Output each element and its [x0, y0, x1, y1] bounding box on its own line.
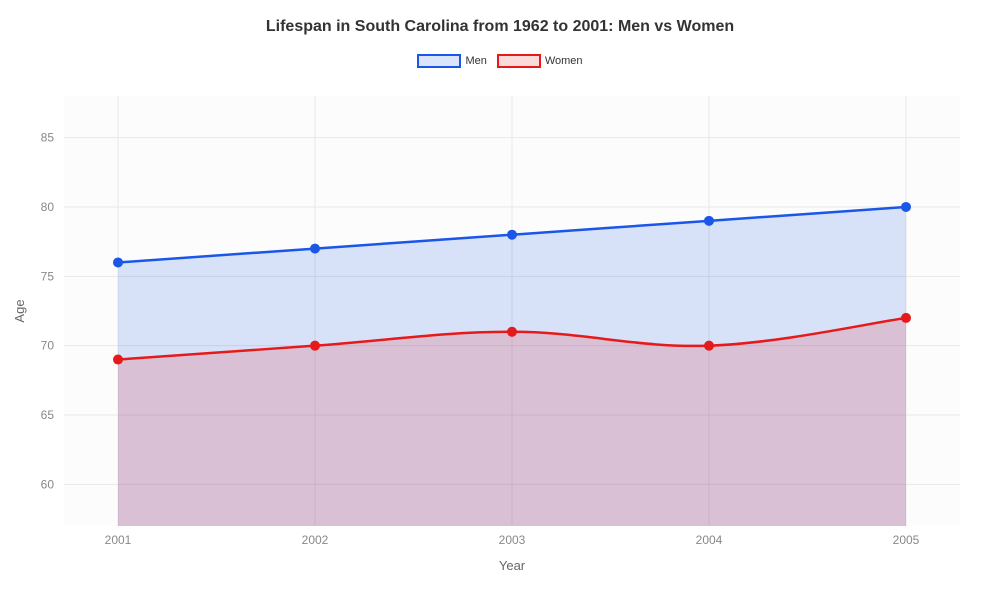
plot-svg: 60657075808520012002200320042005YearAge [64, 96, 960, 526]
y-tick-label: 70 [41, 339, 55, 353]
legend-item-men: Men [417, 54, 486, 68]
x-tick-label: 2001 [105, 533, 132, 547]
chart-container: Lifespan in South Carolina from 1962 to … [0, 0, 1000, 600]
series-point-1-1 [311, 342, 319, 350]
y-tick-label: 80 [41, 200, 55, 214]
legend-swatch-men [417, 54, 461, 68]
legend: Men Women [0, 54, 1000, 68]
plot-area: 60657075808520012002200320042005YearAge [64, 96, 960, 526]
x-tick-label: 2005 [893, 533, 920, 547]
y-tick-label: 65 [41, 408, 55, 422]
series-point-0-2 [508, 231, 516, 239]
y-tick-label: 60 [41, 477, 55, 491]
legend-swatch-women [497, 54, 541, 68]
x-tick-label: 2004 [696, 533, 723, 547]
y-tick-label: 85 [41, 131, 55, 145]
series-point-1-4 [902, 314, 910, 322]
x-axis-title: Year [499, 558, 526, 573]
y-axis-title: Age [12, 299, 27, 322]
series-point-1-2 [508, 328, 516, 336]
series-point-0-1 [311, 245, 319, 253]
series-point-1-0 [114, 356, 122, 364]
legend-item-women: Women [497, 54, 583, 68]
chart-title: Lifespan in South Carolina from 1962 to … [0, 0, 1000, 36]
legend-label-women: Women [545, 55, 583, 67]
series-point-1-3 [705, 342, 713, 350]
y-tick-label: 75 [41, 269, 55, 283]
legend-label-men: Men [465, 55, 486, 67]
series-point-0-0 [114, 258, 122, 266]
x-tick-label: 2003 [499, 533, 526, 547]
x-tick-label: 2002 [302, 533, 329, 547]
series-point-0-3 [705, 217, 713, 225]
series-point-0-4 [902, 203, 910, 211]
